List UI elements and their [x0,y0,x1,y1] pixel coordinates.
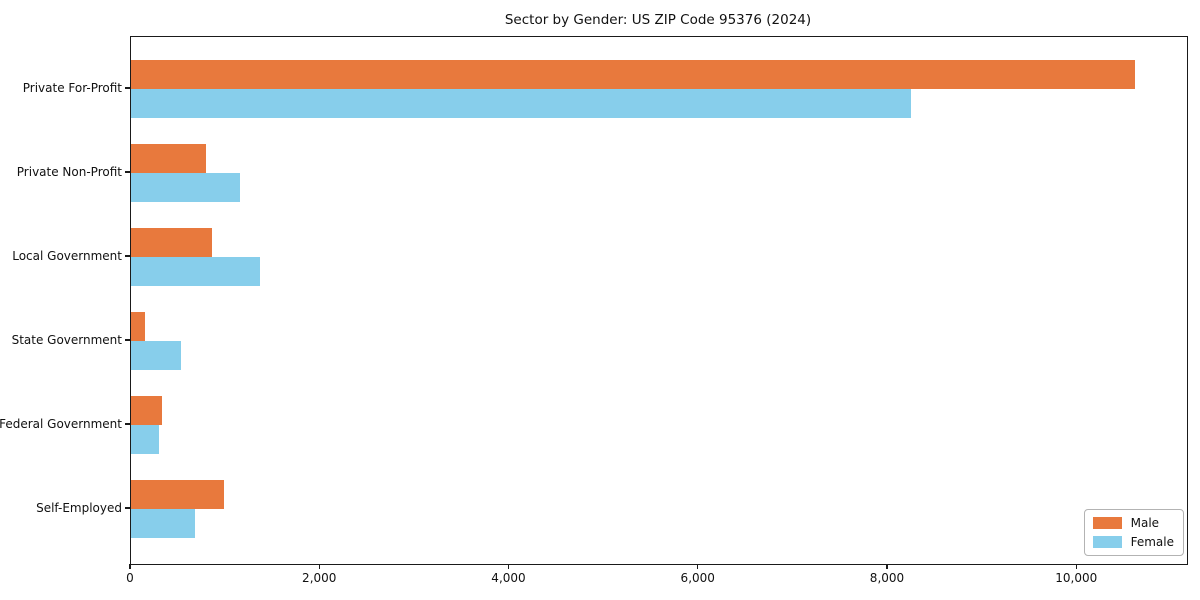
bar-male-private-non-profit [131,144,207,173]
ytick-mark [125,423,130,425]
ytick-mark [125,255,130,257]
xtick-label-8000: 8,000 [869,571,905,585]
plot-area: Male Female [130,36,1188,565]
ytick-mark [125,87,130,89]
xtick-mark [1075,564,1077,569]
ytick-mark [125,339,130,341]
xtick-mark [697,564,699,569]
ytick-label-federal-government: Federal Government [0,417,122,431]
bar-male-self-employed [131,480,225,509]
bar-female-local-government [131,257,261,286]
ytick-mark [125,171,130,173]
bar-female-federal-government [131,425,159,454]
ytick-mark [125,507,130,509]
bar-female-state-government [131,341,182,370]
ytick-label-state-government: State Government [11,333,122,347]
xtick-label-4000: 4,000 [491,571,526,585]
bar-female-private-non-profit [131,173,240,202]
ytick-label-local-government: Local Government [12,249,122,263]
bar-male-local-government [131,228,212,257]
legend-entry-female: Female [1092,535,1174,549]
xtick-label-0: 0 [126,571,134,585]
xtick-mark [507,564,510,569]
legend-label-female: Female [1130,535,1174,549]
xtick-label-6000: 6,000 [680,571,715,585]
xtick-mark [129,564,131,569]
xtick-mark [318,564,320,569]
xtick-mark [886,564,888,569]
ytick-label-private-non-profit: Private Non-Profit [16,165,122,179]
bar-male-state-government [131,312,146,341]
bar-male-private-for-profit [131,60,1136,89]
legend-swatch-female [1092,536,1122,548]
legend-swatch-male [1092,517,1122,529]
bar-male-federal-government [131,396,163,425]
bar-female-private-for-profit [131,89,912,118]
legend-entry-male: Male [1092,516,1174,530]
bar-female-self-employed [131,509,195,538]
legend: Male Female [1083,509,1184,556]
chart-title: Sector by Gender: US ZIP Code 95376 (202… [504,12,812,28]
ytick-label-private-for-profit: Private For-Profit [22,81,122,95]
legend-label-male: Male [1130,516,1160,530]
xtick-label-10000: 10,000 [1055,571,1098,585]
xtick-label-2000: 2,000 [302,571,337,585]
ytick-label-self-employed: Self-Employed [36,501,122,515]
